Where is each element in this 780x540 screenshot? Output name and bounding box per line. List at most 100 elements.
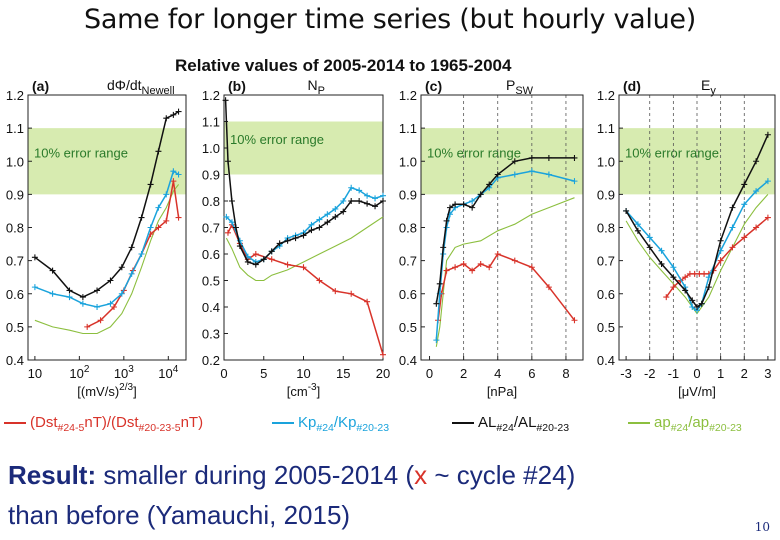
- y-tick-label: 0.8: [399, 221, 417, 236]
- series-line-dst: [86, 180, 180, 328]
- data-point-dst: [380, 351, 386, 358]
- data-point-dst: [494, 251, 501, 257]
- data-point-al: [308, 227, 315, 234]
- data-point-al: [460, 201, 467, 208]
- data-point-dst: [717, 257, 724, 264]
- data-point-dst: [284, 261, 291, 268]
- y-tick-label: 0.3: [202, 327, 220, 342]
- data-point-kp: [316, 216, 323, 223]
- data-point-al: [260, 256, 267, 263]
- data-point-kp: [170, 168, 177, 175]
- legend-dst: (Dst#24-5nT)/(Dst#20-23-5nT): [4, 414, 203, 434]
- y-tick-label: 0.8: [202, 194, 220, 209]
- x-tick-label: 0: [426, 366, 433, 381]
- data-point-kp: [511, 171, 518, 178]
- data-point-kp: [380, 192, 386, 199]
- data-point-al: [372, 203, 379, 210]
- data-point-al: [452, 201, 459, 208]
- panel-letter: (d): [623, 78, 641, 94]
- data-point-dst: [155, 224, 162, 231]
- data-point-al: [128, 244, 135, 251]
- data-point-kp: [175, 171, 182, 178]
- y-tick-label: 1.0: [202, 141, 220, 156]
- data-point-dst: [364, 298, 371, 305]
- data-point-dst: [170, 178, 177, 185]
- data-point-dst: [97, 317, 104, 324]
- data-point-al: [138, 214, 145, 221]
- result-lead: Result:: [8, 460, 97, 490]
- variable-label-subscript: SW: [515, 85, 533, 97]
- data-point-dst: [741, 234, 748, 241]
- x-tick-label: 2: [460, 366, 467, 381]
- data-point-al: [31, 254, 38, 261]
- data-point-dst: [571, 317, 578, 324]
- data-point-al: [717, 237, 724, 244]
- x-tick-label: 15: [336, 366, 350, 381]
- data-point-dst: [682, 274, 689, 281]
- x-tick-label: 103: [114, 364, 134, 381]
- data-point-al: [316, 224, 323, 231]
- x-axis-label: [cm-3]: [287, 382, 320, 399]
- x-axis-label-end: ]: [317, 384, 321, 399]
- panel-c: 10% error range 0.4 0.5 0.6 0.7 0.8 0.9 1.0 1.1 1…: [399, 77, 584, 399]
- data-point-dst: [163, 217, 170, 224]
- legend-dst-label: (Dst#24-5nT)/(Dst#20-23-5nT): [30, 414, 204, 434]
- data-point-kp: [155, 204, 162, 211]
- data-point-al: [436, 280, 443, 287]
- data-point-kp: [163, 191, 170, 198]
- y-tick-label: 1.2: [202, 88, 220, 103]
- data-point-al: [764, 131, 771, 138]
- data-point-dst: [764, 214, 771, 221]
- panel-letter: (b): [228, 78, 246, 94]
- data-point-al: [222, 97, 229, 104]
- data-point-al: [224, 158, 231, 165]
- x-tick-label: 102: [69, 364, 89, 381]
- data-point-dst: [528, 264, 535, 271]
- result-line-2: than before (Yamauchi, 2015): [8, 500, 351, 530]
- y-tick-label: 0.8: [597, 221, 615, 236]
- y-tick-label: 0.5: [6, 320, 24, 335]
- x-tick-label: -3: [620, 366, 632, 381]
- data-point-al: [292, 235, 299, 242]
- data-point-dst: [175, 214, 182, 221]
- data-point-kp: [364, 192, 371, 199]
- data-point-dst: [300, 264, 307, 271]
- y-tick-label: 0.6: [399, 287, 417, 302]
- legend-al-swatch: [452, 422, 474, 425]
- series-line-kp: [34, 170, 180, 308]
- y-tick-label: 0.6: [597, 287, 615, 302]
- data-point-dst: [332, 288, 339, 295]
- x-tick-label: -2: [644, 366, 656, 381]
- error-band-label: 10% error range: [625, 145, 719, 160]
- series-line-ap: [435, 197, 575, 347]
- result-text-1: smaller during 2005-2014 (: [96, 460, 415, 490]
- data-point-dst: [753, 224, 760, 231]
- y-tick-label: 1.0: [399, 154, 417, 169]
- data-point-al: [236, 243, 243, 250]
- data-point-al: [689, 297, 696, 304]
- x-tick-exponent: 4: [173, 364, 179, 375]
- series-line-dst: [437, 253, 576, 321]
- data-point-kp: [670, 264, 677, 271]
- data-point-al: [79, 294, 86, 301]
- data-point-al: [356, 198, 363, 204]
- y-tick-label: 0.5: [202, 274, 220, 289]
- data-point-al: [433, 300, 440, 307]
- data-point-al: [658, 260, 665, 267]
- data-point-dst: [670, 284, 677, 291]
- data-point-kp: [658, 247, 665, 254]
- data-point-al: [66, 287, 73, 294]
- legend-dst-swatch: [4, 422, 26, 425]
- y-tick-label: 0.9: [6, 187, 24, 202]
- y-tick-label: 0.6: [202, 247, 220, 262]
- data-point-al: [440, 244, 447, 251]
- data-point-al: [175, 108, 182, 115]
- data-point-kp: [469, 198, 476, 204]
- data-point-al: [118, 264, 125, 271]
- data-point-kp: [372, 195, 379, 202]
- series-line-al: [34, 110, 180, 298]
- data-point-kp: [228, 219, 235, 226]
- y-tick-label: 0.5: [597, 320, 615, 335]
- x-axis-label-end: ]: [133, 384, 137, 399]
